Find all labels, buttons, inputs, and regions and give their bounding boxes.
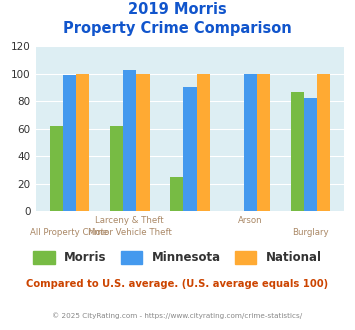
Text: © 2025 CityRating.com - https://www.cityrating.com/crime-statistics/: © 2025 CityRating.com - https://www.city… (53, 312, 302, 318)
Bar (76, 74, 89, 211)
Bar (257, 74, 270, 211)
Bar (244, 74, 257, 211)
Bar (197, 74, 210, 211)
Bar (290, 91, 304, 211)
Bar (170, 177, 183, 211)
Bar (136, 74, 149, 211)
Text: 2019 Morris: 2019 Morris (128, 2, 227, 16)
Bar (317, 74, 330, 211)
Text: Burglary: Burglary (292, 228, 329, 237)
Text: Larceny & Theft: Larceny & Theft (95, 216, 164, 225)
Bar (183, 87, 197, 211)
Text: Property Crime Comparison: Property Crime Comparison (63, 21, 292, 36)
Bar (304, 98, 317, 211)
Bar (50, 126, 63, 211)
Text: Arson: Arson (238, 216, 262, 225)
Bar (123, 70, 136, 211)
Bar (63, 75, 76, 211)
Text: Motor Vehicle Theft: Motor Vehicle Theft (88, 228, 171, 237)
Bar (110, 126, 123, 211)
Text: All Property Crime: All Property Crime (31, 228, 109, 237)
Legend: Morris, Minnesota, National: Morris, Minnesota, National (33, 251, 322, 264)
Text: Compared to U.S. average. (U.S. average equals 100): Compared to U.S. average. (U.S. average … (26, 279, 329, 289)
